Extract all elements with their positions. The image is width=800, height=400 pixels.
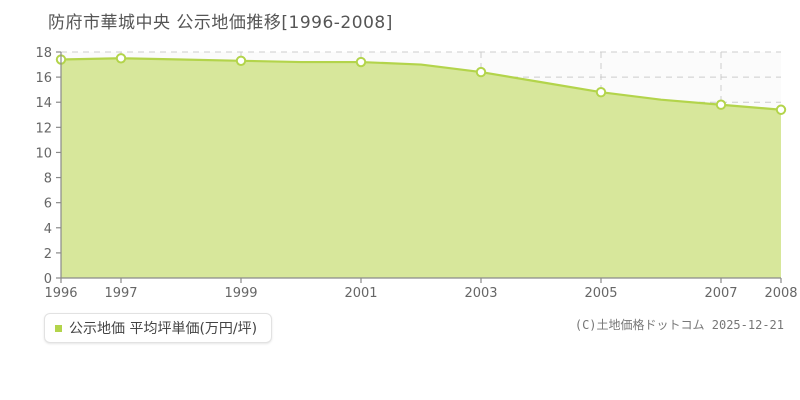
x-tick-label: 1997 [104,286,137,301]
y-tick-label: 16 [35,71,52,86]
chart-title: 防府市華城中央 公示地価推移[1996-2008] [48,13,393,33]
x-axis-tick-labels: 1996 1997 1999 2001 2003 2005 2007 2008 [44,286,797,301]
legend: 公示地価 平均坪単価(万円/坪) [44,313,273,343]
area-series [61,58,781,279]
data-point-markers [55,53,787,115]
x-tick-label: 1999 [224,286,257,301]
axes [56,51,782,283]
y-tick-label: 0 [44,272,52,287]
y-tick-label: 2 [44,247,52,262]
y-tick-label: 6 [44,197,52,212]
y-tick-label: 4 [44,222,52,237]
y-tick-label: 12 [35,121,52,136]
x-tick-label: 2007 [704,286,737,301]
y-tick-label: 8 [44,172,52,187]
x-tick-label: 2005 [584,286,617,301]
x-tick-label: 2003 [464,286,497,301]
x-tick-label: 2008 [764,286,797,301]
line-series [59,57,783,111]
credit-text: (C)土地価格ドットコム 2025-12-21 [574,318,784,332]
x-tick-label: 1996 [44,286,77,301]
y-tick-label: 14 [35,96,52,111]
legend-label: 公示地価 平均坪単価(万円/坪) [69,321,258,337]
y-axis-tick-labels: 0 2 4 6 8 10 12 14 16 18 [35,46,52,287]
y-tick-label: 10 [35,146,52,161]
legend-swatch-icon [55,324,62,332]
y-tick-label: 18 [35,46,52,61]
x-tick-label: 2001 [344,286,377,301]
